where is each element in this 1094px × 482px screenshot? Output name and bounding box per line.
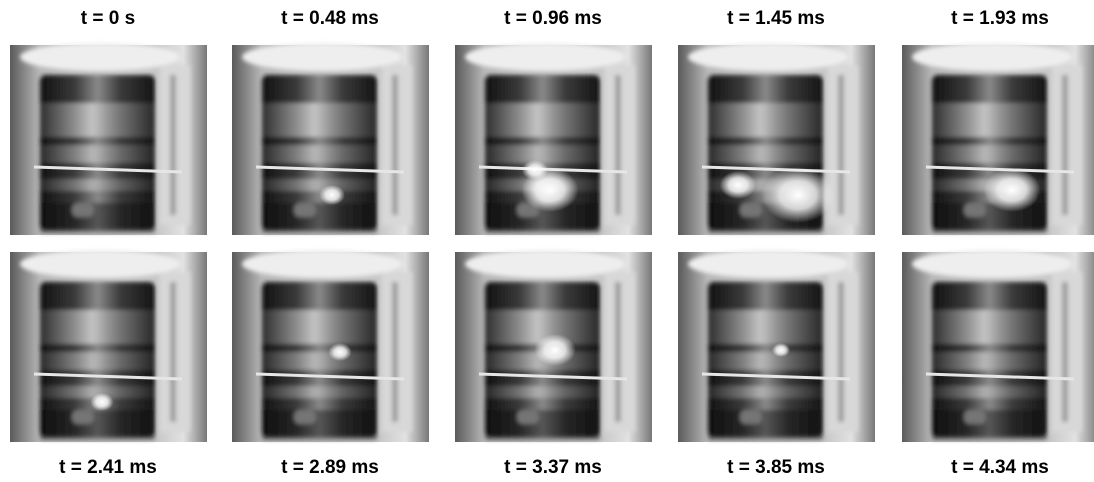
figure: t = 0 s t = 0.48 ms t = 0.96 ms t = 1.45 ms…: [0, 0, 1094, 482]
frame-label: t = 3.85 ms: [727, 457, 825, 478]
frame: [10, 250, 207, 442]
frame-label: t = 2.41 ms: [59, 457, 157, 478]
frame: [455, 250, 652, 442]
frame-label: t = 1.93 ms: [951, 8, 1049, 29]
frame-label: t = 0 s: [81, 8, 135, 29]
flash: [90, 393, 113, 411]
flash: [319, 185, 345, 205]
flash: [522, 160, 548, 180]
flash: [534, 334, 576, 366]
frame: [902, 43, 1094, 235]
flash: [720, 171, 756, 199]
frame: [678, 43, 875, 235]
frame: [232, 250, 429, 442]
frame-label: t = 2.89 ms: [281, 457, 379, 478]
flash: [762, 167, 835, 223]
frame-label: t = 0.48 ms: [281, 8, 379, 29]
frame: [232, 43, 429, 235]
frame-label: t = 3.37 ms: [504, 457, 602, 478]
frame: [902, 250, 1094, 442]
frame: [10, 43, 207, 235]
frame: [678, 250, 875, 442]
flash: [328, 343, 351, 361]
frame-image: [232, 250, 429, 442]
frame-label: t = 0.96 ms: [504, 8, 602, 29]
flash: [983, 168, 1040, 212]
flash: [772, 343, 790, 357]
frame-label: t = 1.45 ms: [727, 8, 825, 29]
frame: [455, 43, 652, 235]
frame-image: [902, 250, 1094, 442]
frame-label: t = 4.34 ms: [951, 457, 1049, 478]
frame-image: [232, 43, 429, 235]
frame-image: [10, 250, 207, 442]
frame-image: [10, 43, 207, 235]
